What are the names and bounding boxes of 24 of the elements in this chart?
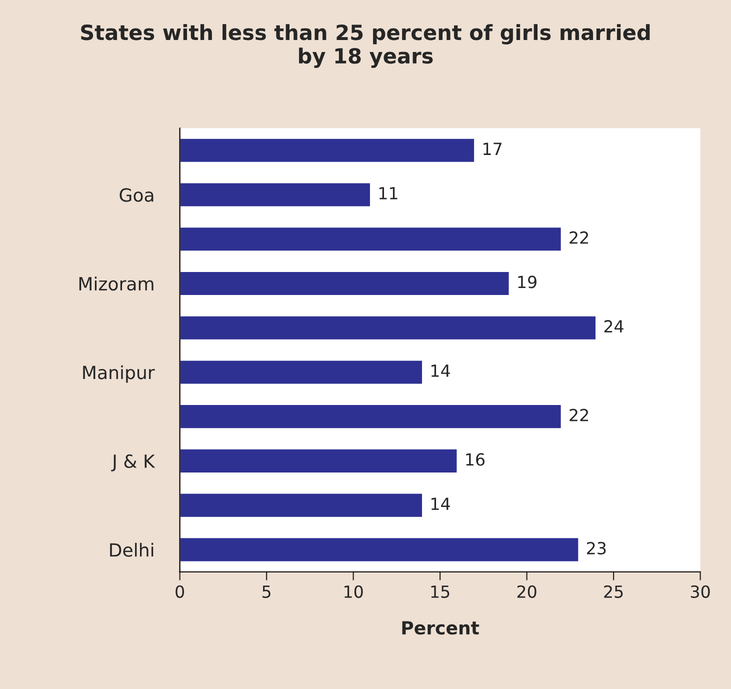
data-label: 16: [466, 453, 485, 466]
x-axis-title: Percent: [402, 621, 480, 635]
data-label: 22: [570, 231, 588, 244]
y-tick-label: J & K: [111, 454, 156, 472]
y-tick-label: Delhi: [110, 542, 154, 557]
x-tick-label: 30: [690, 585, 710, 598]
data-label: 17: [484, 142, 502, 155]
x-tick-label: 0: [176, 585, 184, 598]
data-label: 11: [379, 187, 398, 200]
data-label: 23: [587, 542, 606, 555]
y-tick-label: Manipur: [83, 365, 155, 383]
data-label: 22: [570, 408, 588, 422]
y-tick-label: Goa: [120, 188, 154, 202]
x-tick-label: 15: [431, 586, 450, 598]
chart-title: States with less than 25 percent of girls married by 18 years: [81, 24, 650, 68]
x-tick-label: 25: [604, 585, 623, 598]
x-tick-label: 20: [517, 585, 536, 598]
y-tick-label: Mizoram: [79, 276, 154, 291]
x-tick-label: 10: [344, 585, 363, 598]
data-label: 14: [431, 364, 450, 377]
data-label: 14: [431, 498, 450, 510]
data-label: 24: [604, 320, 624, 332]
data-label: 19: [518, 276, 536, 288]
x-tick-label: 5: [262, 586, 270, 598]
